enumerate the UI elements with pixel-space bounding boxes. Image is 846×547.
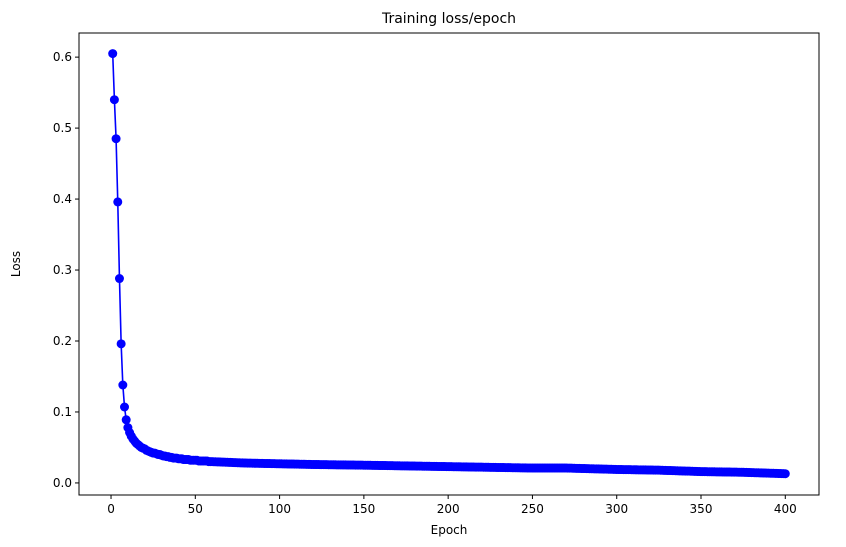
data-point xyxy=(109,95,119,105)
data-point xyxy=(114,274,124,284)
data-point xyxy=(780,469,790,479)
y-tick-label: 0.1 xyxy=(53,405,72,419)
x-tick-label: 350 xyxy=(690,502,713,516)
x-tick-label: 0 xyxy=(107,502,115,516)
x-tick-label: 150 xyxy=(352,502,375,516)
x-tick-label: 300 xyxy=(605,502,628,516)
x-tick-label: 50 xyxy=(188,502,203,516)
chart-title: Training loss/epoch xyxy=(381,11,516,27)
y-axis-label: Loss xyxy=(9,251,23,277)
y-tick-label: 0.6 xyxy=(53,50,72,64)
data-point xyxy=(113,197,123,207)
data-point xyxy=(108,49,118,59)
loss-series-line xyxy=(111,53,786,475)
y-tick-label: 0.2 xyxy=(53,334,72,348)
data-point xyxy=(118,380,128,390)
y-tick-label: 0.0 xyxy=(53,476,72,490)
plot-frame xyxy=(78,32,820,496)
data-point xyxy=(111,134,121,144)
x-tick-label: 250 xyxy=(521,502,544,516)
data-point xyxy=(121,415,131,425)
x-tick-label: 200 xyxy=(437,502,460,516)
y-tick-label: 0.4 xyxy=(53,192,72,206)
x-axis-label: Epoch xyxy=(431,523,468,537)
y-tick-label: 0.5 xyxy=(53,121,72,135)
x-tick-label: 400 xyxy=(774,502,797,516)
x-tick-label: 100 xyxy=(268,502,291,516)
data-point xyxy=(116,339,126,349)
data-point xyxy=(120,402,130,412)
y-tick-label: 0.3 xyxy=(53,263,72,277)
loss-series-points xyxy=(108,49,790,479)
